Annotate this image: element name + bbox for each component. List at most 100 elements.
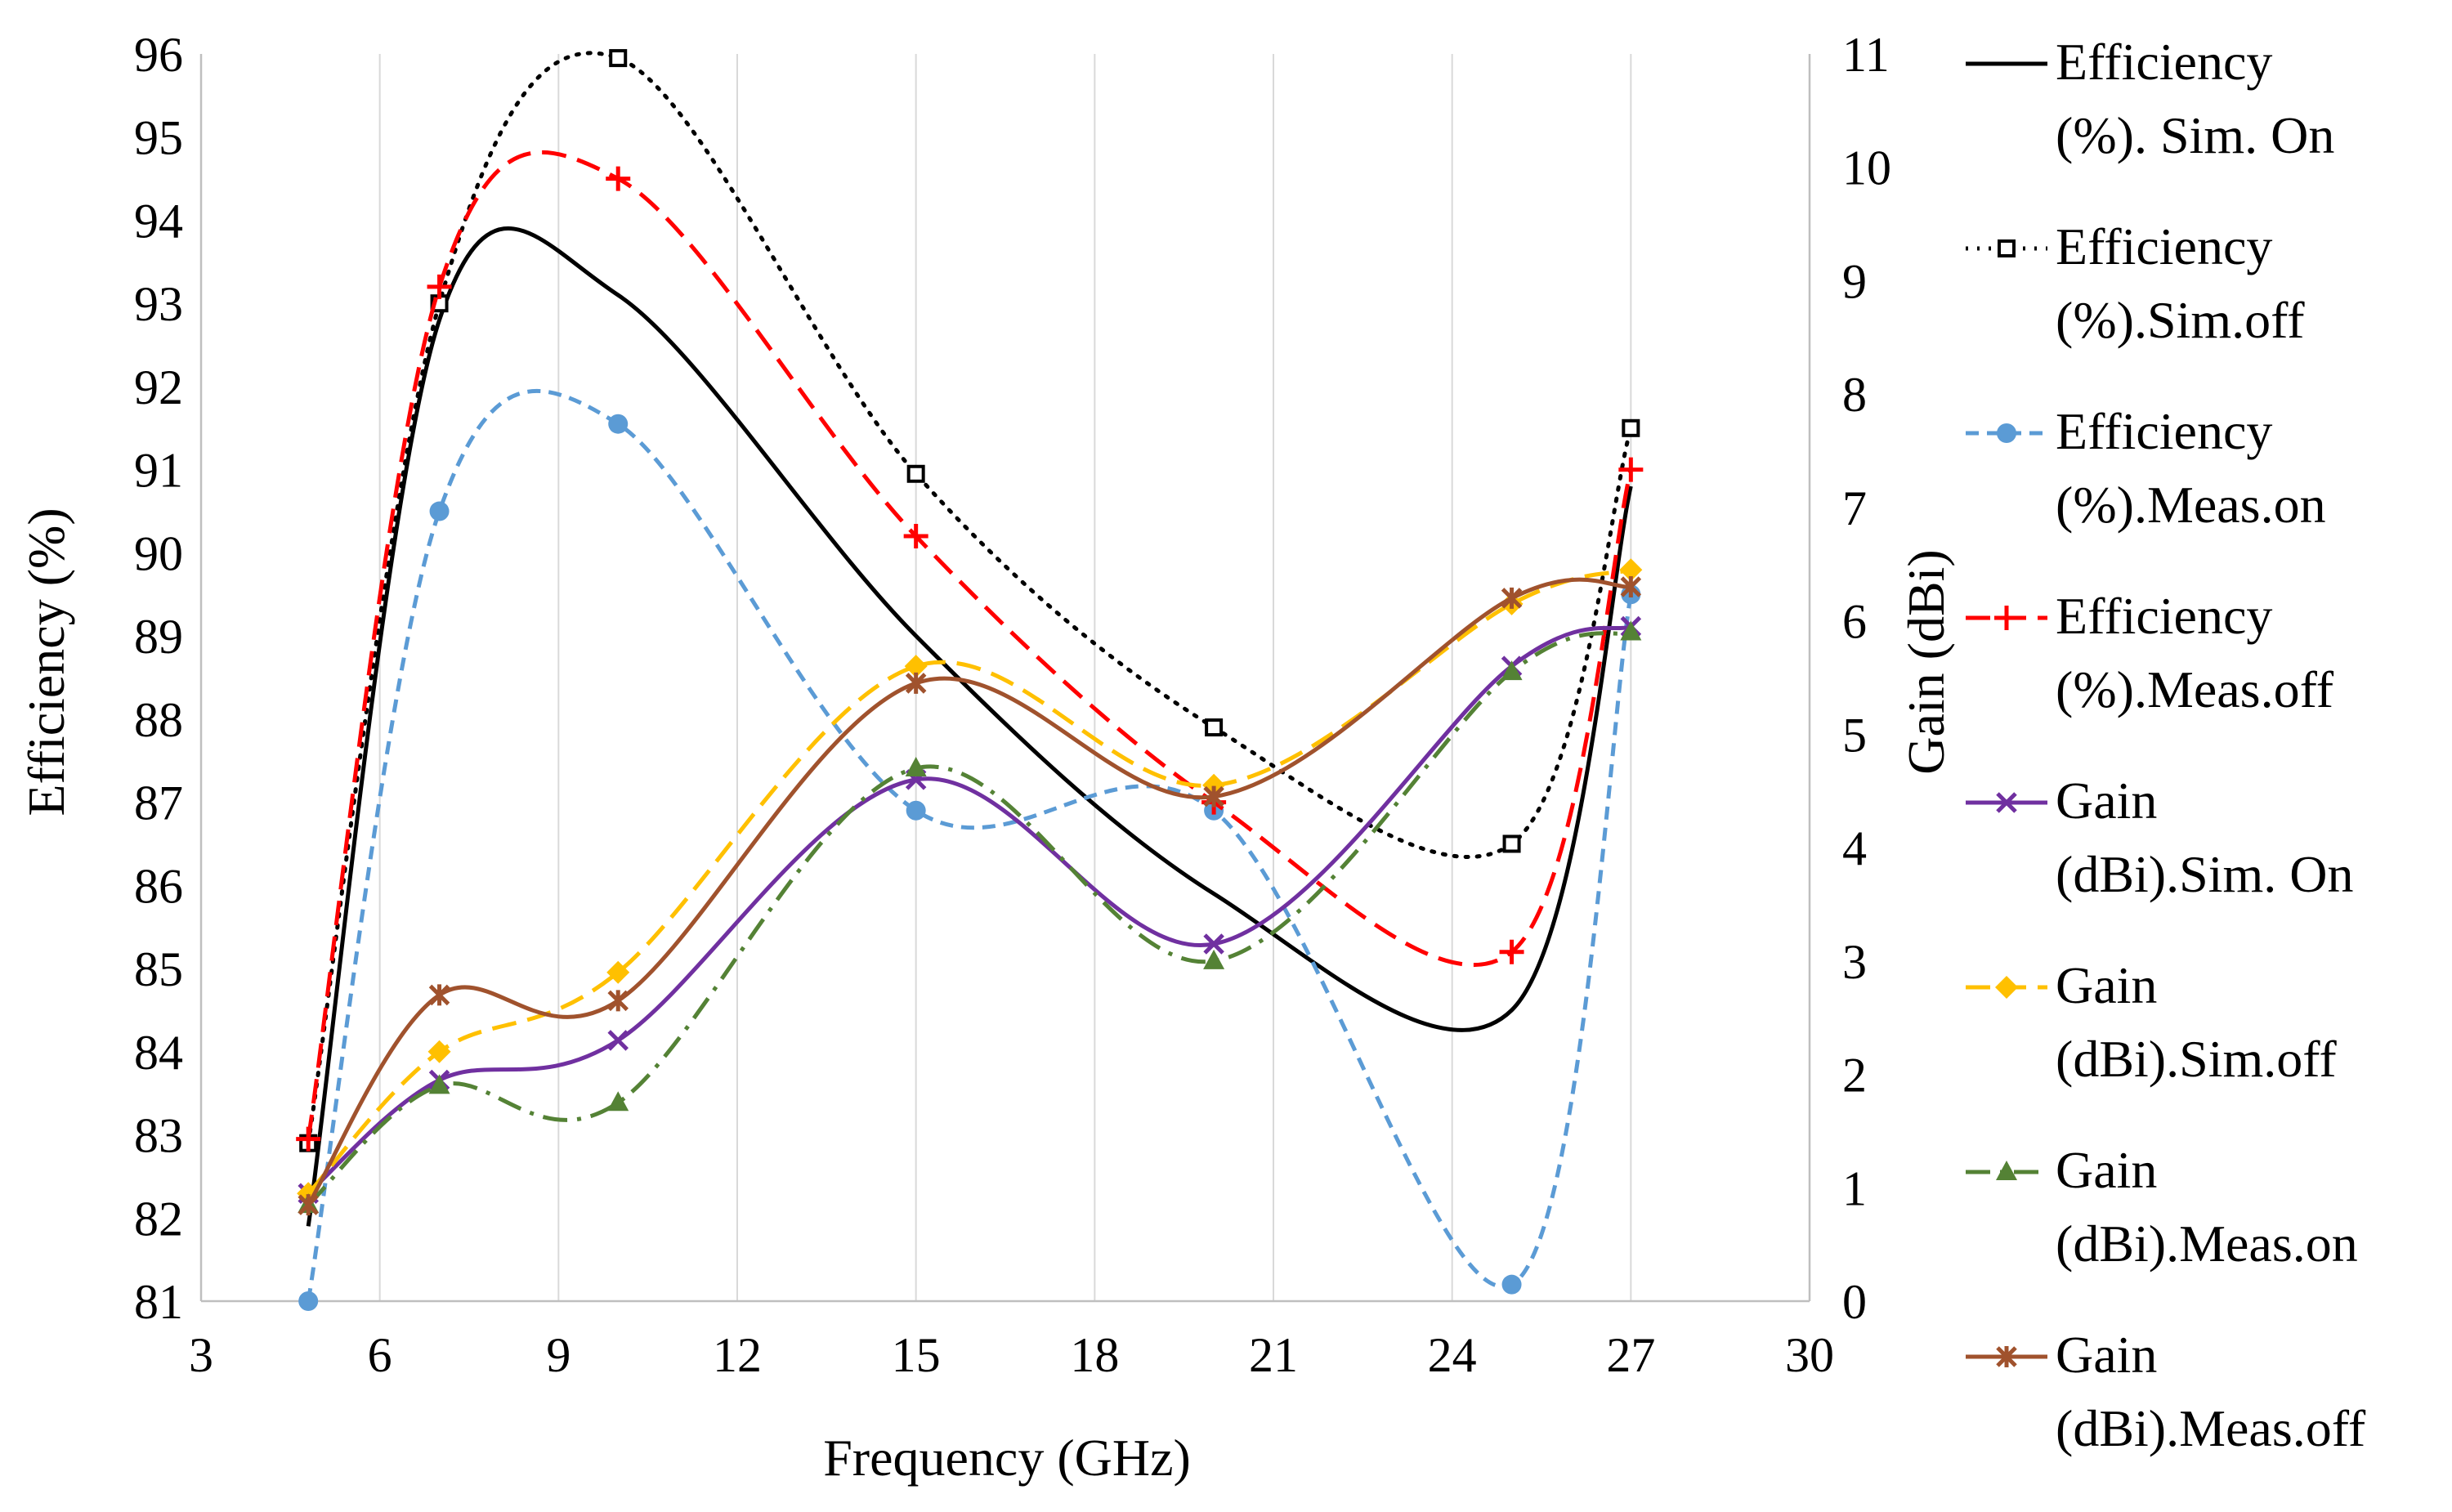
- x-tick-label: 18: [1070, 1328, 1119, 1382]
- series-line: [306, 388, 1633, 1302]
- right-y-tick-label: 6: [1842, 595, 1867, 649]
- series-8: [298, 576, 1642, 1216]
- data-point: [905, 756, 927, 776]
- data-point: [1619, 558, 1643, 582]
- legend-label: Gain: [2056, 1326, 2157, 1384]
- x-tick-label: 12: [713, 1328, 762, 1382]
- data-point: [906, 464, 925, 483]
- legend-marker: [1997, 423, 2016, 443]
- data-point: [607, 990, 629, 1012]
- data-point: [1620, 576, 1642, 598]
- left-y-tick-label: 82: [134, 1192, 183, 1246]
- legend: Efficiency (%). Sim. On Efficiency (%).Sim.…: [1966, 33, 2366, 1457]
- left-y-tick-label: 96: [134, 28, 183, 82]
- legend-marker: [1996, 1346, 2017, 1367]
- data-point: [1203, 933, 1224, 955]
- legend-entry-4: Efficiency (%).Meas.off: [1966, 587, 2334, 718]
- legend-marker: [1994, 606, 2019, 630]
- legend-entry-8: Gain (dBi).Meas.off: [1966, 1326, 2366, 1457]
- left-y-tick-label: 88: [134, 693, 183, 747]
- right-y-tick-label: 0: [1842, 1275, 1867, 1329]
- x-tick-label: 30: [1785, 1328, 1834, 1382]
- legend-label: (%).Meas.off: [2056, 660, 2334, 718]
- legend-label: Gain: [2056, 772, 2157, 830]
- data-point: [606, 960, 630, 984]
- legend-label: (dBi).Meas.off: [2056, 1399, 2366, 1457]
- left-y-tick-label: 85: [134, 942, 183, 996]
- data-point: [428, 1074, 450, 1094]
- right-y-tick-label: 8: [1842, 368, 1867, 422]
- x-axis-title: Frequency (GHz): [823, 1429, 1191, 1487]
- series-6: [297, 558, 1643, 1206]
- legend-label: (dBi).Meas.on: [2056, 1215, 2358, 1273]
- legend-label: Efficiency: [2056, 217, 2272, 275]
- series-3: [298, 388, 1641, 1311]
- legend-label: (%).Meas.on: [2056, 476, 2326, 534]
- left-y-tick-label: 86: [134, 859, 183, 913]
- legend-marker: [1996, 792, 2017, 813]
- right-y-tick-label: 4: [1842, 821, 1867, 875]
- legend-marker: [1996, 1161, 2017, 1180]
- legend-entry-3: Efficiency (%).Meas.on: [1966, 402, 2326, 534]
- data-point: [904, 655, 928, 678]
- series-line: [306, 51, 1633, 1146]
- data-point: [903, 524, 928, 549]
- right-y-axis-title: Gain (dBi): [1897, 549, 1955, 775]
- series-5: [298, 615, 1642, 1204]
- data-point: [298, 1194, 319, 1216]
- legend-label: Gain: [2056, 1141, 2157, 1199]
- plot-axes: [199, 54, 1811, 1303]
- x-tick-label: 15: [892, 1328, 941, 1382]
- legend-label: (dBi).Sim.off: [2056, 1030, 2337, 1088]
- legend-label: (dBi).Sim. On: [2056, 845, 2353, 903]
- series-line: [306, 226, 1633, 1227]
- legend-entry-6: Gain (dBi).Sim.off: [1966, 956, 2337, 1088]
- series-1: [306, 226, 1633, 1227]
- right-y-tick-label: 11: [1842, 28, 1890, 82]
- data-point: [1501, 1274, 1522, 1295]
- x-tick-label: 3: [189, 1328, 213, 1382]
- left-y-tick-label: 93: [134, 277, 183, 331]
- right-y-tick-label: 10: [1842, 141, 1891, 195]
- data-point: [1501, 587, 1523, 609]
- legend-entry-7: Gain (dBi).Meas.on: [1966, 1141, 2358, 1273]
- data-point: [607, 1030, 629, 1051]
- tick-labels: 3 6 9 12 15 18 21 24 27 3081828384858687888990919…: [134, 28, 1891, 1382]
- x-tick-label: 9: [546, 1328, 570, 1382]
- data-point: [296, 1126, 321, 1152]
- data-point: [298, 1291, 319, 1311]
- left-y-tick-label: 87: [134, 776, 183, 830]
- left-y-tick-label: 91: [134, 444, 183, 498]
- data-point: [1203, 949, 1225, 969]
- series-line: [306, 630, 1632, 1206]
- data-point: [1499, 939, 1524, 964]
- right-y-tick-label: 9: [1842, 254, 1867, 308]
- legend-marker: [1995, 976, 2018, 999]
- legend-label: (%). Sim. On: [2056, 106, 2334, 164]
- data-point: [427, 274, 452, 299]
- series-7: [298, 620, 1642, 1214]
- left-y-tick-label: 89: [134, 610, 183, 664]
- vertical-gridlines: [378, 54, 1632, 1301]
- right-y-tick-label: 5: [1842, 708, 1867, 762]
- data-point: [1203, 785, 1224, 807]
- right-y-tick-label: 3: [1842, 935, 1867, 989]
- data-point: [606, 166, 631, 191]
- data-point: [427, 1040, 451, 1063]
- x-tick-label: 6: [368, 1328, 392, 1382]
- series-2: [299, 49, 1640, 1152]
- legend-entry-5: Gain (dBi).Sim. On: [1966, 772, 2353, 903]
- series-line: [306, 150, 1633, 1139]
- data-series: [296, 49, 1644, 1311]
- legend-entry-2: Efficiency (%).Sim.off: [1966, 217, 2305, 349]
- legend-label: Efficiency: [2056, 402, 2272, 460]
- data-point: [608, 414, 629, 434]
- x-tick-label: 24: [1428, 1328, 1477, 1382]
- right-y-tick-label: 7: [1842, 481, 1867, 535]
- data-point: [1622, 418, 1640, 437]
- data-point: [1205, 718, 1224, 737]
- legend-entry-1: Efficiency (%). Sim. On: [1966, 33, 2334, 164]
- x-tick-label: 27: [1606, 1328, 1655, 1382]
- data-point: [609, 49, 628, 68]
